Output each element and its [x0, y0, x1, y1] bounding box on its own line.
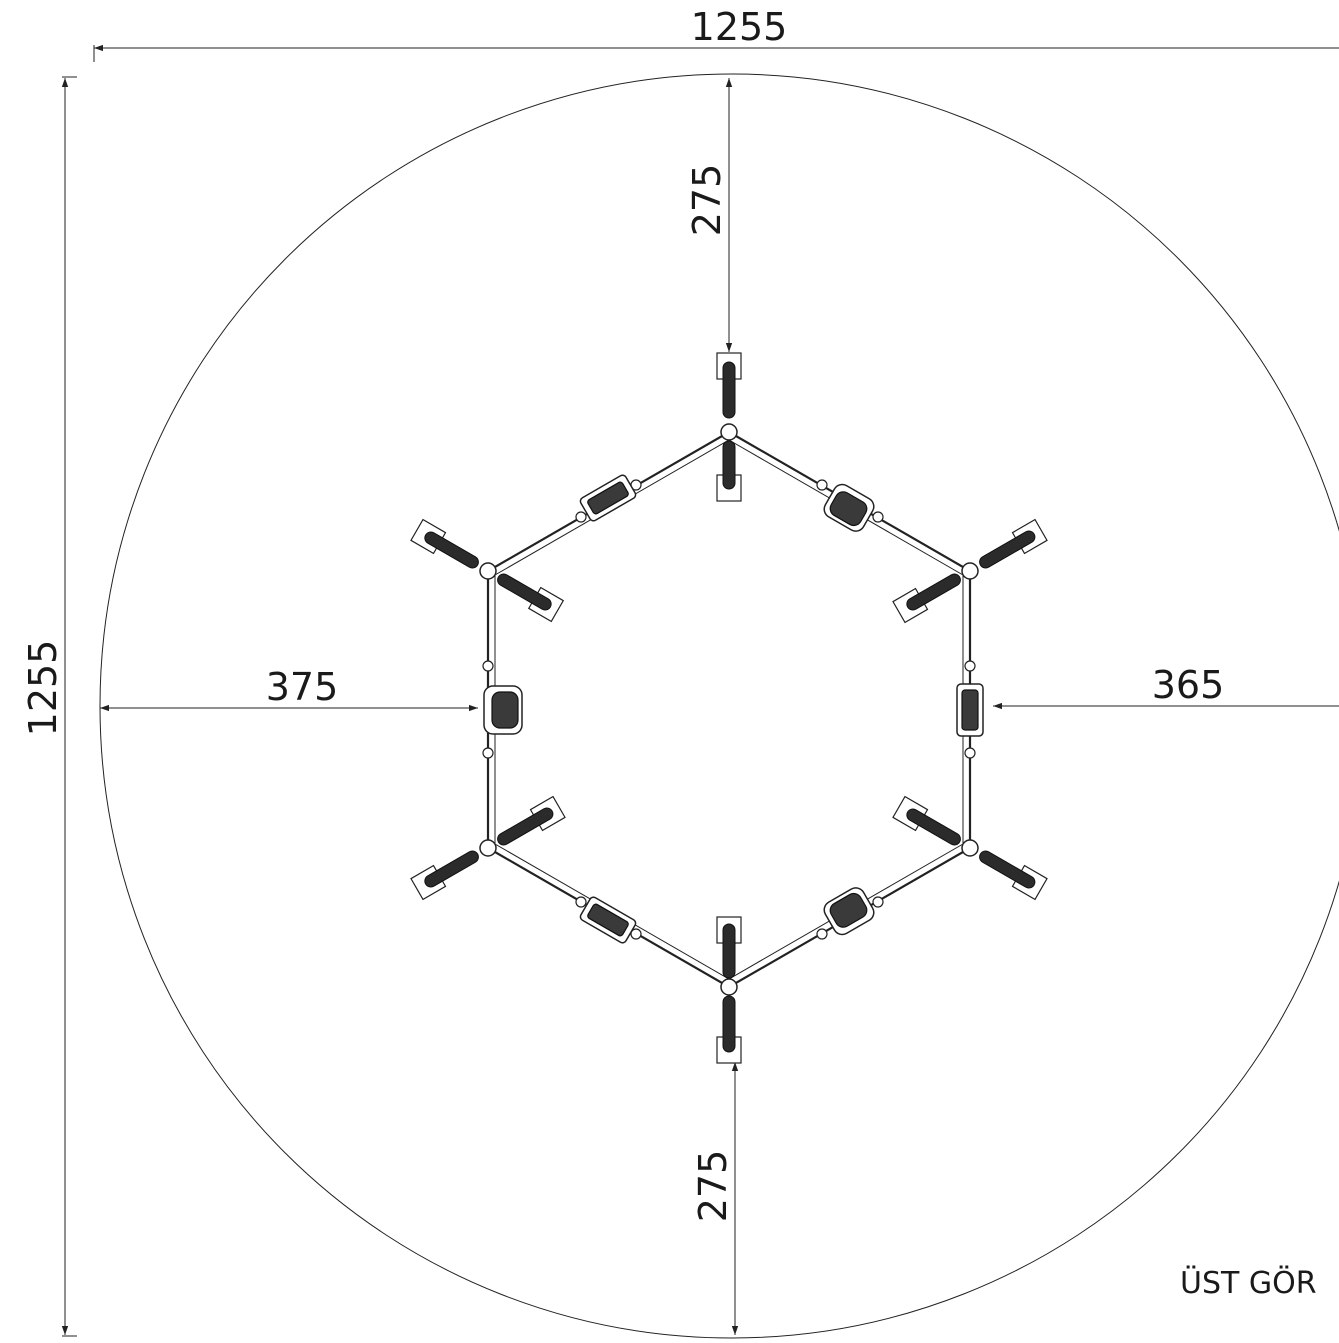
- overall-width-label: 1255: [691, 5, 788, 49]
- bottom-clearance-label: 275: [691, 1150, 735, 1223]
- top-clearance-dimension: 275: [685, 78, 733, 352]
- seat: [823, 483, 875, 532]
- seats: [483, 474, 984, 944]
- view-label: ÜST GÖR: [1180, 1265, 1317, 1301]
- spring-leg: [892, 518, 1048, 624]
- spring-leg: [716, 916, 742, 1064]
- hexagon-frame: [479, 423, 979, 996]
- spring-leg: [497, 573, 552, 611]
- left-clearance-dimension: 375: [100, 665, 478, 712]
- spring-leg: [716, 352, 742, 502]
- seat: [823, 887, 875, 936]
- spring-leg: [410, 795, 566, 901]
- bottom-clearance-dimension: 275: [691, 1062, 739, 1335]
- seat: [579, 474, 637, 522]
- seat: [579, 896, 637, 944]
- spring-leg: [410, 518, 565, 623]
- seat: [956, 683, 984, 737]
- spring-leg: [892, 795, 1048, 901]
- left-clearance-label: 375: [266, 665, 339, 709]
- overall-width-dimension: 1255: [93, 5, 1339, 62]
- overall-height-dimension: 1255: [21, 76, 77, 1337]
- seat: [483, 685, 523, 735]
- spring-legs: [410, 352, 1048, 1064]
- right-clearance-label: 365: [1152, 663, 1225, 707]
- right-clearance-dimension: 365: [993, 663, 1339, 710]
- overall-height-label: 1255: [21, 640, 65, 737]
- top-clearance-label: 275: [685, 164, 729, 237]
